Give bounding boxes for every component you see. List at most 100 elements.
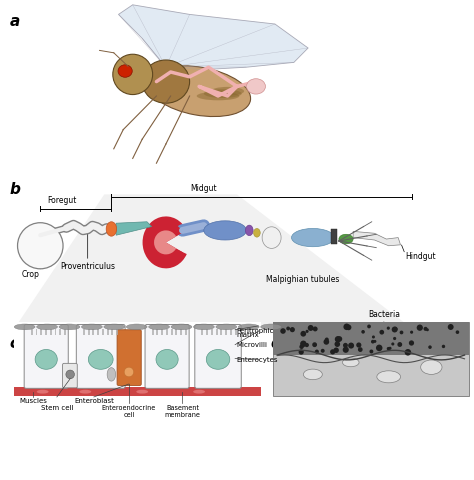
Bar xyxy=(273,322,469,355)
Bar xyxy=(50,329,52,335)
Circle shape xyxy=(280,328,286,334)
Circle shape xyxy=(312,342,317,347)
Bar xyxy=(166,329,168,335)
Bar xyxy=(59,329,61,335)
Bar xyxy=(36,329,37,335)
Ellipse shape xyxy=(88,349,113,369)
Bar xyxy=(45,329,47,335)
Circle shape xyxy=(305,343,309,347)
Ellipse shape xyxy=(59,324,80,330)
Circle shape xyxy=(18,223,63,269)
Ellipse shape xyxy=(36,324,57,330)
Bar xyxy=(102,329,104,335)
Circle shape xyxy=(387,326,390,330)
Ellipse shape xyxy=(254,228,260,237)
Circle shape xyxy=(424,327,428,331)
Ellipse shape xyxy=(216,324,237,330)
Circle shape xyxy=(374,340,376,343)
Ellipse shape xyxy=(303,369,322,380)
Bar xyxy=(55,329,56,335)
Circle shape xyxy=(456,330,459,334)
Circle shape xyxy=(372,336,375,338)
Ellipse shape xyxy=(147,66,251,117)
Circle shape xyxy=(397,342,402,347)
Ellipse shape xyxy=(292,228,334,247)
Bar xyxy=(201,329,203,335)
Bar xyxy=(64,329,66,335)
Text: Foregut: Foregut xyxy=(47,196,77,205)
Circle shape xyxy=(367,324,371,328)
Ellipse shape xyxy=(342,358,359,367)
Bar xyxy=(40,329,42,335)
Ellipse shape xyxy=(246,225,253,236)
Bar xyxy=(31,329,33,335)
Circle shape xyxy=(426,328,429,331)
Circle shape xyxy=(448,324,454,330)
Ellipse shape xyxy=(104,324,125,330)
Circle shape xyxy=(299,349,304,355)
Circle shape xyxy=(410,331,413,334)
Text: Muscles: Muscles xyxy=(19,398,47,404)
Ellipse shape xyxy=(197,92,239,100)
Ellipse shape xyxy=(206,349,230,369)
Text: Malpighian tubules: Malpighian tubules xyxy=(266,275,339,284)
Circle shape xyxy=(344,324,350,330)
Circle shape xyxy=(315,349,319,354)
Circle shape xyxy=(358,347,363,352)
Text: Stem cell: Stem cell xyxy=(41,405,73,411)
Text: Basement
membrane: Basement membrane xyxy=(164,405,201,418)
Circle shape xyxy=(66,370,74,379)
Circle shape xyxy=(335,341,340,347)
Circle shape xyxy=(343,347,349,353)
Bar xyxy=(175,329,177,335)
FancyBboxPatch shape xyxy=(24,324,68,388)
Polygon shape xyxy=(353,231,401,246)
Ellipse shape xyxy=(35,349,57,369)
Circle shape xyxy=(308,325,314,331)
Text: matrix: matrix xyxy=(236,332,259,338)
Ellipse shape xyxy=(246,79,265,94)
Ellipse shape xyxy=(171,324,192,330)
Ellipse shape xyxy=(79,390,91,394)
Circle shape xyxy=(290,327,295,332)
Polygon shape xyxy=(118,5,308,70)
Bar xyxy=(230,329,232,335)
Circle shape xyxy=(405,349,411,356)
Ellipse shape xyxy=(36,390,48,394)
Circle shape xyxy=(325,337,329,342)
Circle shape xyxy=(343,343,348,348)
Circle shape xyxy=(409,340,414,346)
Polygon shape xyxy=(14,329,261,396)
Bar xyxy=(171,329,173,335)
Bar xyxy=(216,329,218,335)
Text: Midgut: Midgut xyxy=(191,184,217,193)
Circle shape xyxy=(369,349,374,353)
Bar xyxy=(235,329,237,335)
Circle shape xyxy=(337,336,342,342)
Ellipse shape xyxy=(82,324,102,330)
Ellipse shape xyxy=(377,371,401,383)
Bar xyxy=(331,229,337,244)
Circle shape xyxy=(442,345,445,348)
Ellipse shape xyxy=(339,234,353,244)
FancyBboxPatch shape xyxy=(63,363,77,388)
Circle shape xyxy=(300,345,304,349)
Circle shape xyxy=(393,327,398,331)
Text: b: b xyxy=(9,182,20,197)
Ellipse shape xyxy=(156,349,178,369)
Circle shape xyxy=(387,347,390,350)
Bar xyxy=(152,329,154,335)
Bar xyxy=(92,329,94,335)
Ellipse shape xyxy=(14,324,35,330)
Text: Bacteria: Bacteria xyxy=(369,310,401,319)
Circle shape xyxy=(306,330,309,333)
Circle shape xyxy=(346,324,351,330)
FancyBboxPatch shape xyxy=(145,324,189,388)
Bar xyxy=(14,387,261,396)
Text: Proventriculus: Proventriculus xyxy=(60,262,115,271)
Circle shape xyxy=(371,340,374,344)
Circle shape xyxy=(330,349,335,354)
Bar xyxy=(211,329,213,335)
Circle shape xyxy=(323,339,329,345)
Circle shape xyxy=(348,343,354,348)
